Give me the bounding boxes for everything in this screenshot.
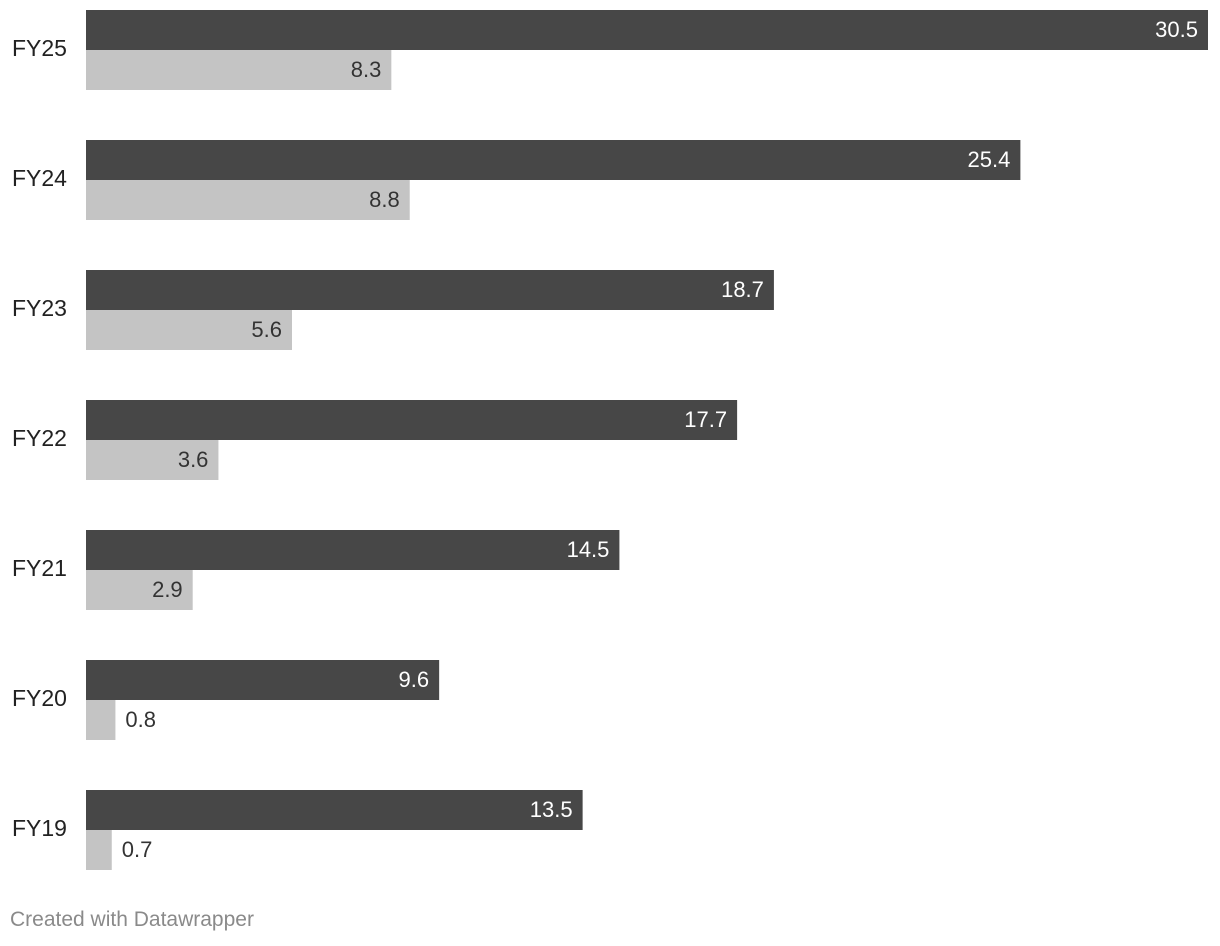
- data-label: 25.4: [968, 147, 1011, 172]
- bar-group-fy19: FY19 13.5 0.7: [12, 790, 583, 870]
- data-label: 13.5: [530, 797, 573, 822]
- bar-group-fy21: FY21 14.5 2.9: [12, 530, 620, 610]
- bar-series-1: [86, 10, 1208, 50]
- data-label: 2.9: [152, 577, 183, 602]
- category-label: FY19: [12, 815, 67, 841]
- bar-series-2: [86, 830, 112, 870]
- data-label: 17.7: [684, 407, 727, 432]
- category-label: FY22: [12, 425, 67, 451]
- bar-series-1: [86, 790, 583, 830]
- data-label: 5.6: [251, 317, 282, 342]
- bar-series-1: [86, 400, 738, 440]
- data-label: 14.5: [567, 537, 610, 562]
- data-label: 8.8: [369, 187, 400, 212]
- bar-series-2: [86, 700, 116, 740]
- category-label: FY25: [12, 35, 67, 61]
- bar-group-fy22: FY22 17.7 3.6: [12, 400, 738, 480]
- data-label: 30.5: [1155, 17, 1198, 42]
- bar-series-2: [86, 570, 193, 610]
- category-label: FY23: [12, 295, 67, 321]
- data-label: 0.7: [122, 837, 153, 862]
- data-label: 8.3: [351, 57, 382, 82]
- bar-series-2: [86, 440, 219, 480]
- bar-group-fy24: FY24 25.4 8.8: [12, 140, 1021, 220]
- category-label: FY21: [12, 555, 67, 581]
- bar-series-2: [86, 180, 410, 220]
- datawrapper-credit: Created with Datawrapper: [10, 908, 254, 931]
- bar-group-fy20: FY20 9.6 0.8: [12, 660, 440, 740]
- bar-group-fy25: FY25 30.5 8.3: [12, 10, 1208, 90]
- bar-group-fy23: FY23 18.7 5.6: [12, 270, 774, 350]
- bar-series-2: [86, 50, 392, 90]
- bar-series-1: [86, 270, 774, 310]
- bar-series-2: [86, 310, 293, 350]
- bar-series-1: [86, 140, 1021, 180]
- category-label: FY20: [12, 685, 67, 711]
- data-label: 9.6: [399, 667, 430, 692]
- data-label: 18.7: [721, 277, 764, 302]
- data-label: 3.6: [178, 447, 209, 472]
- data-label: 0.8: [125, 707, 156, 732]
- category-label: FY24: [12, 165, 67, 191]
- bar-series-1: [86, 530, 620, 570]
- bar-series-1: [86, 660, 440, 700]
